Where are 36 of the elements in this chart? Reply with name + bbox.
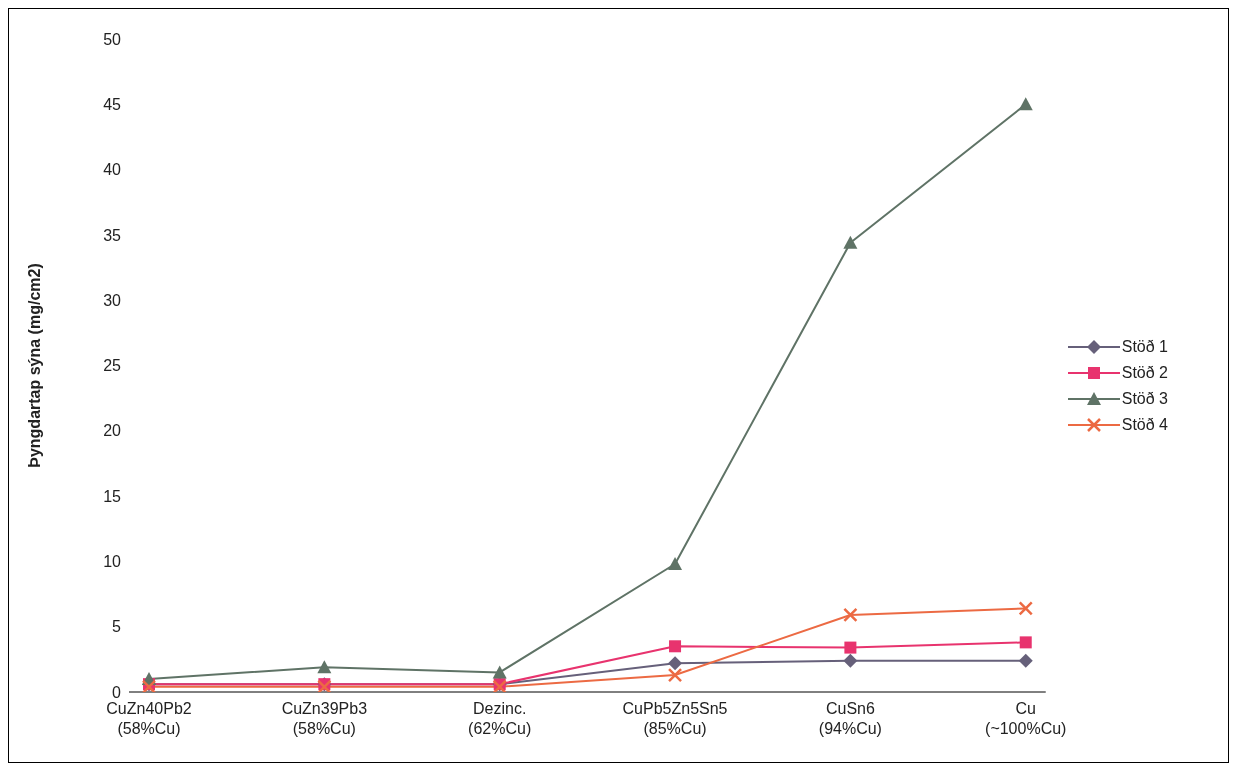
y-tick-label: 40 xyxy=(103,161,122,179)
legend-label: Stöð 2 xyxy=(1121,363,1168,382)
x-tick-label: CuZn39Pb3 (58%Cu) xyxy=(281,700,368,737)
y-axis-title: Þyngdartap sýna (mg/cm2) xyxy=(25,263,43,468)
y-tick-label: 5 xyxy=(112,618,122,636)
y-tick-label: 35 xyxy=(103,226,122,244)
point xyxy=(668,557,683,571)
legend-label: Stöð 1 xyxy=(1121,337,1168,356)
point xyxy=(843,235,858,249)
point xyxy=(317,660,332,674)
legend-label: Stöð 4 xyxy=(1121,415,1168,434)
y-tick-label: 15 xyxy=(103,487,122,505)
legend-label: Stöð 3 xyxy=(1121,389,1168,408)
y-tick-label: 10 xyxy=(103,553,122,571)
point xyxy=(668,656,683,671)
point xyxy=(667,667,683,683)
point xyxy=(843,607,858,623)
point xyxy=(1018,97,1033,111)
point xyxy=(843,653,858,668)
point xyxy=(1018,653,1033,668)
point xyxy=(492,665,507,679)
point xyxy=(669,640,682,653)
x-tick-label: CuSn6 (94%Cu) xyxy=(818,700,882,737)
y-tick-label: 20 xyxy=(103,422,122,440)
y-tick-label: 0 xyxy=(112,683,122,701)
x-tick-label: Cu (~100%Cu) xyxy=(985,700,1067,737)
y-tick-label: 45 xyxy=(103,95,122,113)
y-tick-label: 30 xyxy=(103,291,122,309)
y-tick-label: 50 xyxy=(103,30,122,48)
point xyxy=(844,641,857,654)
x-tick-label: Dezinc. (62%Cu) xyxy=(468,700,532,737)
point xyxy=(1018,601,1033,616)
point xyxy=(1019,636,1032,649)
x-tick-label: CuPb5Zn5Sn5 (85%Cu) xyxy=(622,700,728,737)
y-tick-label: 25 xyxy=(103,357,122,375)
x-tick-label: CuZn40Pb2 (58%Cu) xyxy=(106,700,192,737)
